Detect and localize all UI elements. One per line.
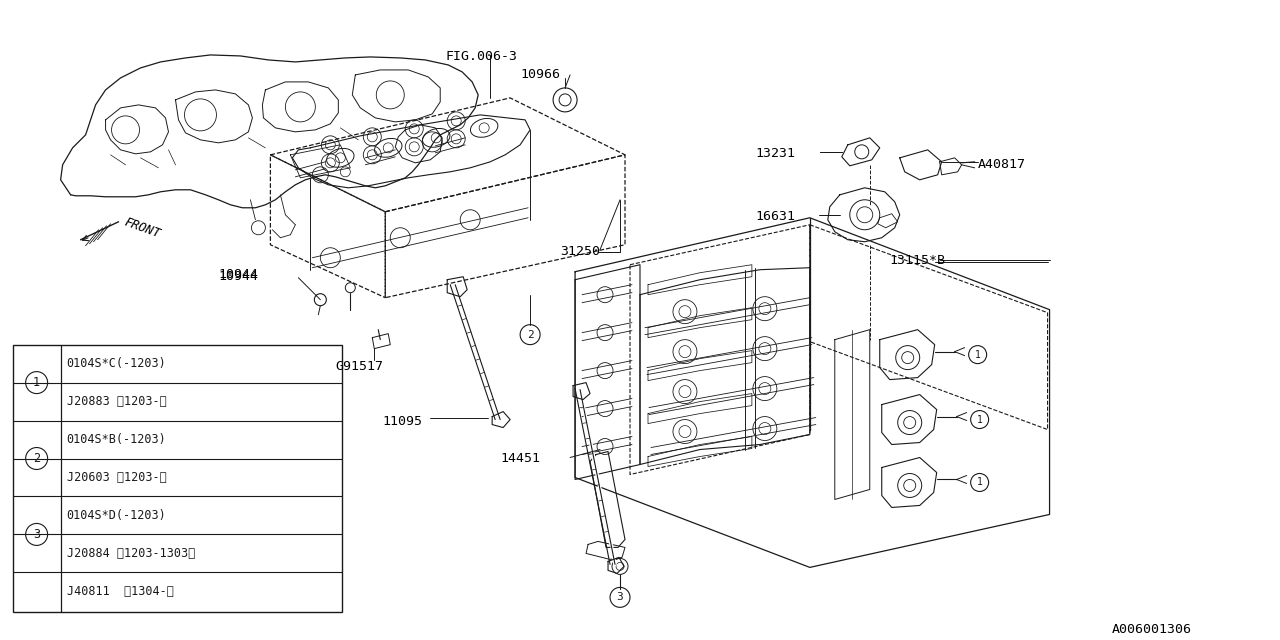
Text: 0104S*D(-1203): 0104S*D(-1203) (67, 509, 166, 522)
Text: J20884 〈1203-1303）: J20884 〈1203-1303） (67, 547, 195, 560)
Text: 2: 2 (33, 452, 40, 465)
Text: 3: 3 (33, 528, 40, 541)
Text: J40811  〈1304-）: J40811 〈1304-） (67, 585, 174, 598)
Text: 0104S*B(-1203): 0104S*B(-1203) (67, 433, 166, 446)
Text: 1: 1 (977, 415, 983, 424)
Text: 1: 1 (977, 477, 983, 488)
Text: 1: 1 (33, 376, 40, 389)
Text: 13115*B: 13115*B (890, 253, 946, 267)
Text: 3: 3 (617, 593, 623, 602)
Text: 13231: 13231 (756, 147, 796, 160)
Text: 16631: 16631 (756, 210, 796, 223)
Text: 2: 2 (527, 330, 534, 340)
Text: 10944: 10944 (219, 269, 259, 283)
Text: J20603 〈1203-）: J20603 〈1203-） (67, 471, 166, 484)
Text: G91517: G91517 (335, 360, 383, 372)
Text: FIG.006-3: FIG.006-3 (445, 50, 517, 63)
Text: J20883 〈1203-）: J20883 〈1203-） (67, 395, 166, 408)
Text: 14451: 14451 (500, 451, 540, 465)
Text: 10944: 10944 (219, 268, 259, 281)
Text: 31250: 31250 (561, 244, 600, 258)
Text: FRONT: FRONT (123, 216, 163, 241)
Text: 0104S*C(-1203): 0104S*C(-1203) (67, 357, 166, 370)
Text: A40817: A40817 (978, 158, 1025, 171)
Text: A006001306: A006001306 (1111, 623, 1192, 636)
Bar (13, 344, 342, 612)
Text: 11095: 11095 (383, 415, 422, 428)
Text: 1: 1 (974, 349, 980, 360)
Text: 10966: 10966 (520, 68, 561, 81)
